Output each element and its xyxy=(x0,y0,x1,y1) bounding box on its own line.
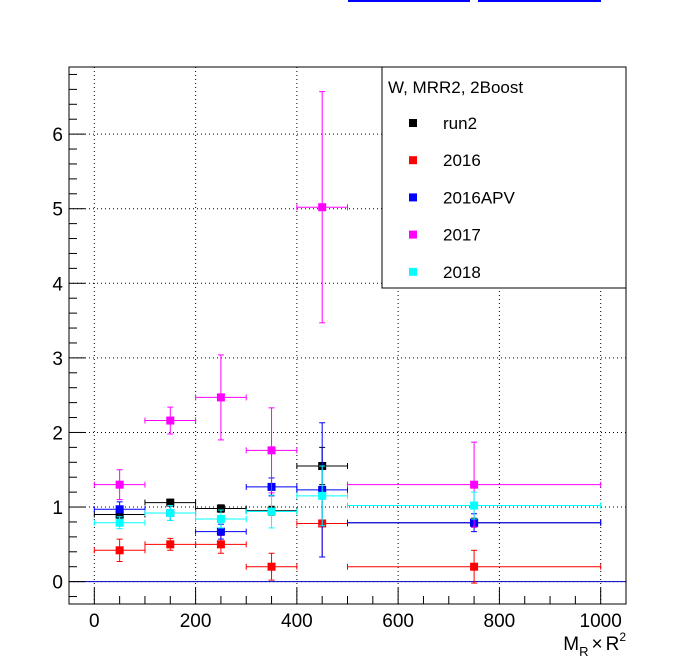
legend-label: run2 xyxy=(443,114,477,133)
x-tick-label: 400 xyxy=(281,611,313,632)
x-axis-label-superscript: 2 xyxy=(619,630,626,644)
x-axis-label-times: × xyxy=(591,634,602,655)
legend-marker xyxy=(409,156,417,165)
data-point xyxy=(216,527,225,536)
legend-label: 2017 xyxy=(443,226,481,245)
data-point xyxy=(318,491,327,500)
y-tick-label: 3 xyxy=(52,349,63,370)
x-axis-label: MR × R2 xyxy=(563,630,626,659)
x-axis-label-subscript: R xyxy=(579,644,588,659)
data-point xyxy=(267,446,276,455)
x-axis-label-var: R xyxy=(606,634,620,655)
series-2017 xyxy=(93,91,602,528)
data-point xyxy=(216,540,225,549)
data-point xyxy=(470,501,479,510)
legend-box xyxy=(381,66,627,289)
legend: W, MRR2, 2Boost run2 2016 2016APV 2017 2018 xyxy=(381,66,627,289)
data-point xyxy=(166,498,175,507)
x-tick-label: 600 xyxy=(382,611,414,632)
series-2016APV xyxy=(93,422,602,558)
axis-ticks xyxy=(68,73,627,604)
data-point xyxy=(115,518,124,527)
x-tick-label: 0 xyxy=(89,611,100,632)
y-tick-label: 2 xyxy=(52,423,63,444)
data-point xyxy=(318,203,327,212)
legend-marker xyxy=(409,193,417,202)
series-2018 xyxy=(93,465,602,530)
x-axis-label-main: M xyxy=(563,634,579,655)
legend-marker xyxy=(409,267,417,276)
x-tick-label: 200 xyxy=(180,611,212,632)
data-point xyxy=(166,416,175,425)
tick-labels: 0 200 400 600 800 1000 0 1 2 3 4 5 6 xyxy=(52,125,621,632)
data-point xyxy=(166,540,175,549)
data-point xyxy=(267,507,276,516)
legend-items: run2 2016 2016APV 2017 2018 xyxy=(409,114,515,282)
y-tick-label: 4 xyxy=(52,274,63,295)
legend-label: 2016APV xyxy=(443,188,515,207)
legend-label: 2018 xyxy=(443,263,481,282)
y-tick-label: 6 xyxy=(52,125,63,146)
legend-marker xyxy=(409,119,417,127)
data-point xyxy=(216,393,225,402)
x-tick-label: 1000 xyxy=(580,611,622,632)
data-point xyxy=(166,509,175,518)
legend-marker xyxy=(409,230,417,239)
data-point xyxy=(115,480,124,489)
y-tick-label: 1 xyxy=(52,498,63,519)
data-point xyxy=(470,562,479,571)
y-tick-label: 5 xyxy=(52,200,63,221)
data-point xyxy=(115,546,124,555)
data-point xyxy=(267,562,276,571)
legend-label: 2016 xyxy=(443,151,481,170)
y-tick-label: 0 xyxy=(52,573,63,594)
legend-title: W, MRR2, 2Boost xyxy=(388,78,523,97)
data-point xyxy=(216,504,225,513)
data-point xyxy=(470,480,479,489)
data-point xyxy=(216,514,225,523)
x-tick-label: 800 xyxy=(484,611,516,632)
data-series xyxy=(93,91,602,584)
data-point xyxy=(115,505,124,514)
